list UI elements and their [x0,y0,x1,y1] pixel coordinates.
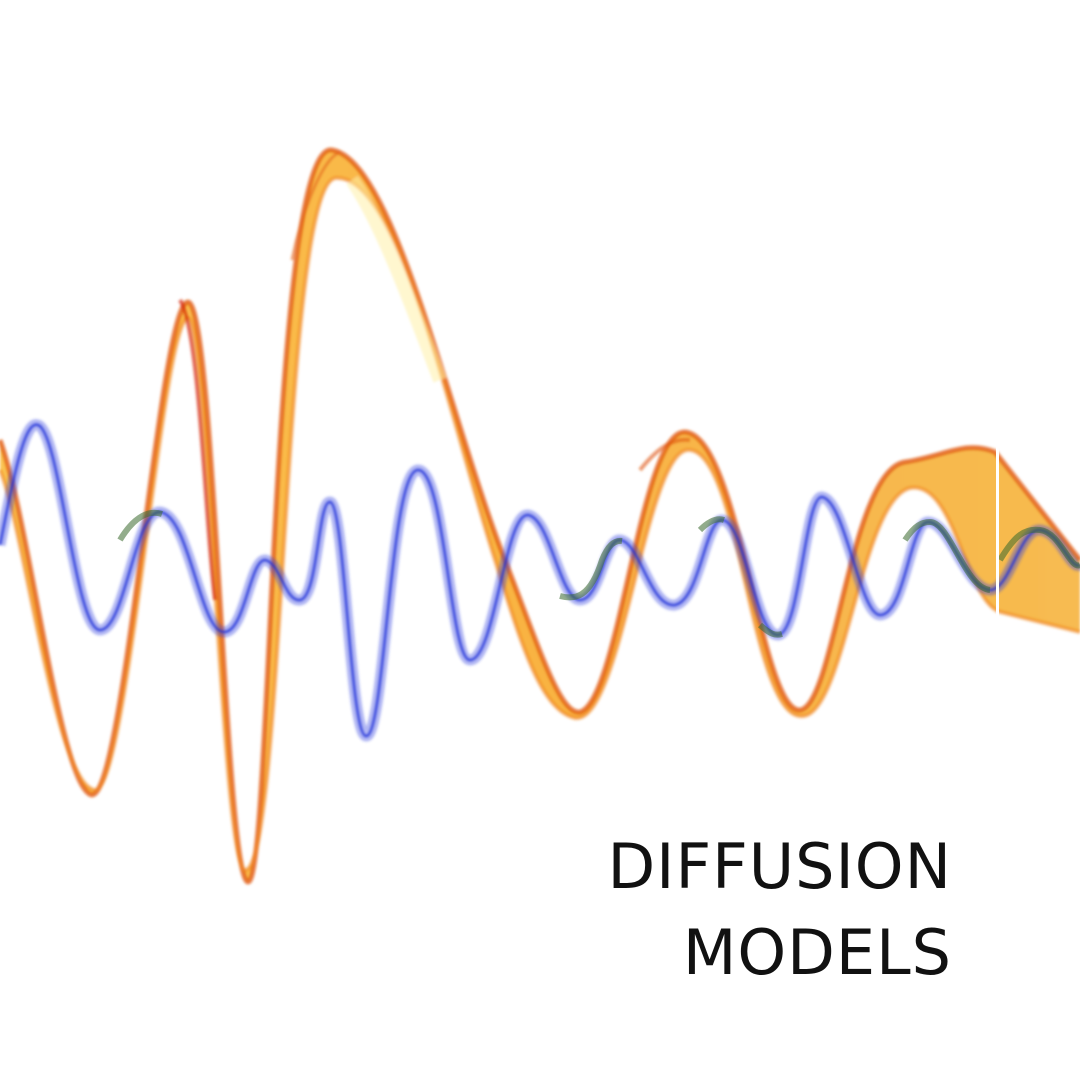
title-line-1: DIFFUSION [607,829,952,903]
vertical-seam-line [996,440,999,620]
blue-wave-ribbon [0,419,1080,742]
page-title: DIFFUSION MODELS [607,824,952,996]
green-overlap-tint [117,509,1080,638]
title-line-2: MODELS [682,915,952,989]
orange-wave-ribbon [0,147,1080,885]
